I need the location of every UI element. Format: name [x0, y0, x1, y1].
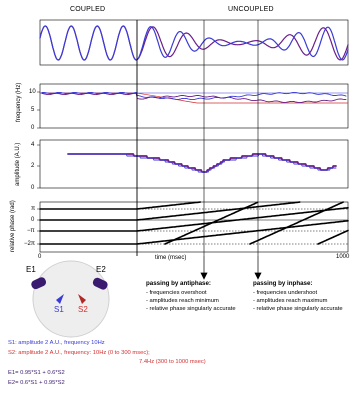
amp-tick-4: 4 — [31, 142, 35, 148]
source-s1-arrow — [56, 294, 64, 304]
antiphase-item-3: - relative phase singularly accurate — [146, 306, 236, 312]
uncoupled-header: UNCOUPLED — [228, 6, 274, 13]
amplitude-e1 — [67, 153, 337, 173]
freq-tick-0: 0 — [31, 125, 35, 131]
head-diagram — [31, 260, 110, 338]
e1-label: E1 — [26, 265, 36, 274]
amplitude-axis-label: amplitude (A.U.) — [15, 142, 21, 186]
source-s2-arrow — [78, 294, 86, 304]
time-tick-start: 0 — [38, 254, 42, 260]
phase-tick-0: 0 — [31, 217, 35, 223]
inphase-item-2: - amplitudes reach maximum — [253, 298, 328, 304]
freq-tick-10: 10 — [29, 89, 36, 95]
antiphase-item-1: - frequencies overshoot — [146, 290, 207, 296]
inphase-title: passing by inphase: — [253, 280, 313, 287]
legend-e1: E1= 0.95*S1 + 0.6*S2 — [8, 370, 65, 376]
legend-s1: S1: amplitude 2 A.U., frequency 10Hz — [8, 340, 105, 346]
amplitude-panel-frame — [39, 139, 349, 189]
antiphase-item-2: - amplitudes reach minimum — [146, 298, 219, 304]
relative-phase-wrap-0 — [164, 201, 259, 245]
frequency-e2 — [41, 92, 347, 104]
phase-tick-minus-pi: −π — [27, 228, 35, 234]
electrode-e2 — [92, 277, 108, 290]
y-tick-marks — [37, 91, 40, 245]
signal-curves — [39, 25, 349, 245]
e2-label: E2 — [96, 265, 106, 274]
annotation-arrows — [200, 256, 262, 280]
s2-label: S2 — [78, 305, 88, 314]
frequency-panel-frame — [39, 83, 349, 129]
amplitude-e2 — [67, 153, 337, 173]
relative-phase-trace-0 — [39, 201, 201, 210]
legend-e2: E2= 0.6*S1 + 0.95*S2 — [8, 380, 65, 386]
amp-tick-0: 0 — [31, 185, 35, 191]
antiphase-title: passing by antiphase: — [146, 280, 211, 287]
electrode-e1 — [31, 277, 47, 290]
frequency-e1 — [41, 91, 347, 101]
relative-phase-trace-3 — [39, 220, 349, 245]
legend-s2-line1: S2: amplitude 2 A.U., frequency: 10Hz (0… — [8, 350, 150, 356]
relative-phase-trace-2 — [39, 207, 349, 232]
relative-phase-wrap-2 — [317, 229, 349, 245]
time-tick-end: 1000 — [336, 254, 350, 260]
signal-panel-frame — [39, 19, 349, 66]
signal-e2 — [39, 25, 349, 61]
freq-tick-5: 5 — [31, 107, 35, 113]
coupled-header: COUPLED — [70, 6, 106, 13]
inphase-item-1: - frequencies undershoot — [253, 290, 318, 296]
head — [32, 260, 110, 338]
relative-phase-wrap-1 — [249, 201, 344, 245]
inphase-item-3: - relative phase singularly accurate — [253, 306, 343, 312]
phase-tick-minus-2pi: −2π — [24, 241, 35, 247]
phase-axis-label: relative phase (rad) — [10, 200, 16, 252]
frequency-s2-reference — [39, 92, 349, 104]
amp-tick-2: 2 — [31, 163, 35, 169]
signal-e1 — [39, 25, 349, 61]
relative-phase-trace-1 — [39, 201, 301, 221]
time-axis-label: time (msec) — [155, 255, 187, 261]
phase-tick-pi: π — [31, 206, 36, 212]
frequency-axis-label: frequency (Hz) — [16, 82, 22, 122]
s1-label: S1 — [54, 305, 64, 314]
legend-s2-line2: 7.4Hz (300 to 1000 msec) — [139, 359, 206, 365]
